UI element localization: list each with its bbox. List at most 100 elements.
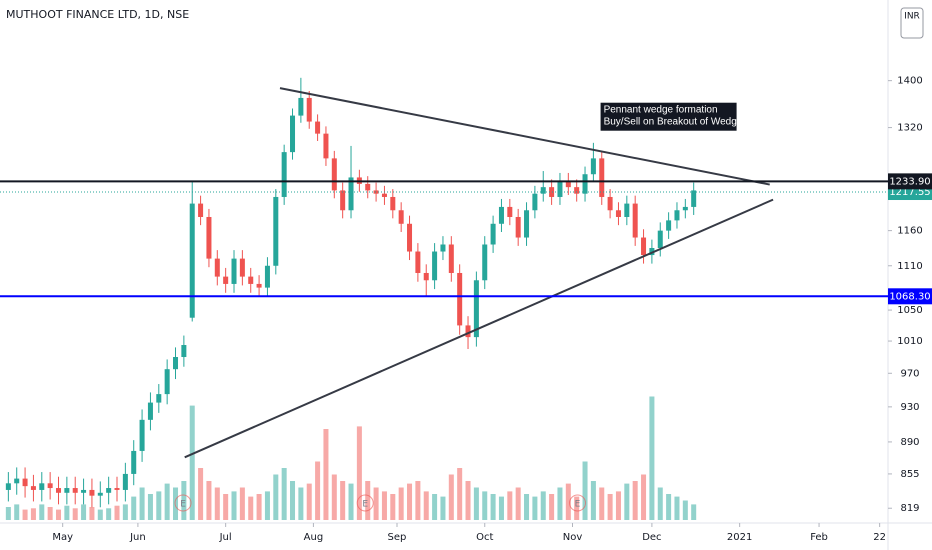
event-label: E xyxy=(180,500,186,510)
volume-bar xyxy=(657,487,663,520)
volume-bar xyxy=(507,491,513,520)
volume-bar xyxy=(114,505,120,520)
candle-body xyxy=(55,488,62,493)
volume-bar xyxy=(122,504,128,520)
volume-bar xyxy=(231,491,237,520)
candle-body xyxy=(89,489,95,496)
candle-body xyxy=(306,97,312,122)
volume-bar xyxy=(666,494,672,520)
volume-bar xyxy=(641,474,647,520)
volume-bar xyxy=(373,487,379,520)
candle-body xyxy=(30,486,36,490)
volume-bar xyxy=(198,468,204,520)
candle-body xyxy=(22,478,28,487)
candle-body xyxy=(524,210,530,238)
candle-body xyxy=(490,223,496,245)
candle-body xyxy=(565,180,571,188)
candle-body xyxy=(340,190,346,211)
volume-bar xyxy=(14,504,20,520)
volume-bar xyxy=(189,405,195,520)
volume-bar xyxy=(223,494,229,520)
candle-body xyxy=(457,272,463,326)
candle-body xyxy=(415,251,421,273)
volume-bar xyxy=(565,483,571,520)
y-tick-label: 1160 xyxy=(897,226,922,237)
candle-body xyxy=(465,325,471,338)
candle-body xyxy=(615,210,621,217)
annotation-text: Buy/Sell on Breakout of Wedge xyxy=(604,116,743,127)
x-tick-label: Aug xyxy=(304,532,324,543)
candle-body xyxy=(624,203,630,217)
y-tick-label: 1010 xyxy=(897,336,922,347)
volume-bar xyxy=(139,487,145,520)
volume-bar xyxy=(156,491,162,520)
volume-bar xyxy=(72,508,78,520)
volume-bar xyxy=(599,487,605,520)
candle-body xyxy=(607,196,613,211)
candle-body xyxy=(131,450,137,474)
candle-body xyxy=(139,419,145,451)
candle-body xyxy=(473,280,479,338)
candle-body xyxy=(448,244,454,273)
candle-body xyxy=(164,369,170,395)
volume-bar xyxy=(490,494,496,520)
volume-bar xyxy=(457,468,463,520)
volume-bar xyxy=(22,509,28,520)
currency-box[interactable] xyxy=(900,7,924,39)
annotation-text: Pennant wedge formation xyxy=(604,104,718,115)
volume-bar xyxy=(239,487,245,520)
candle-body xyxy=(540,187,546,194)
volume-bar xyxy=(590,481,596,520)
y-tick-label: 890 xyxy=(900,437,919,448)
volume-bar xyxy=(423,491,429,520)
volume-bar xyxy=(106,508,112,520)
y-tick-label: 855 xyxy=(900,469,919,480)
event-marker xyxy=(569,494,587,512)
x-tick-label: Dec xyxy=(642,532,661,543)
candle-body xyxy=(273,196,279,266)
volume-bar xyxy=(574,496,580,520)
y-tick-label: 930 xyxy=(900,402,919,413)
currency: INR xyxy=(904,12,920,22)
candle-body xyxy=(281,152,287,197)
volume-bar xyxy=(473,487,479,520)
level-label: 1233.90 xyxy=(889,176,930,187)
volume-bar xyxy=(290,481,296,520)
x-tick-label: Sep xyxy=(388,532,407,543)
chart-title: MUTHOOT FINANCE LTD, 1D, NSE xyxy=(6,8,189,21)
volume-bar xyxy=(323,429,329,520)
candle-body xyxy=(206,216,212,259)
volume-bar xyxy=(440,496,446,520)
candle-body xyxy=(574,187,580,194)
x-tick-label: 2021 xyxy=(727,532,752,543)
volume-bar xyxy=(398,487,404,520)
candle-body xyxy=(156,394,162,403)
volume-bar xyxy=(498,496,504,520)
volume-bar xyxy=(390,494,396,520)
volume-bar xyxy=(281,468,287,520)
y-tick-label: 1400 xyxy=(897,76,922,87)
event-marker xyxy=(356,494,374,512)
level-box xyxy=(888,173,932,190)
x-tick-label: Oct xyxy=(476,532,493,543)
candle-body xyxy=(147,402,153,420)
candle-body xyxy=(290,115,296,153)
volume-bar xyxy=(39,504,45,520)
volume-bar xyxy=(515,487,521,520)
volume-bar xyxy=(248,496,254,520)
last-price-label: 1217.55 xyxy=(889,187,930,198)
candle-body xyxy=(264,265,270,288)
volume-bar xyxy=(381,491,387,520)
candle-body xyxy=(81,489,87,493)
x-tick-label: May xyxy=(52,532,73,543)
candle-body xyxy=(674,210,680,221)
candle-body xyxy=(515,216,521,238)
candle-body xyxy=(348,177,354,211)
candle-body xyxy=(47,483,53,489)
candle-body xyxy=(256,283,262,288)
volume-bar xyxy=(582,461,588,520)
volume-bar xyxy=(632,481,638,520)
candle-body xyxy=(482,244,488,281)
volume-bar xyxy=(264,491,270,520)
